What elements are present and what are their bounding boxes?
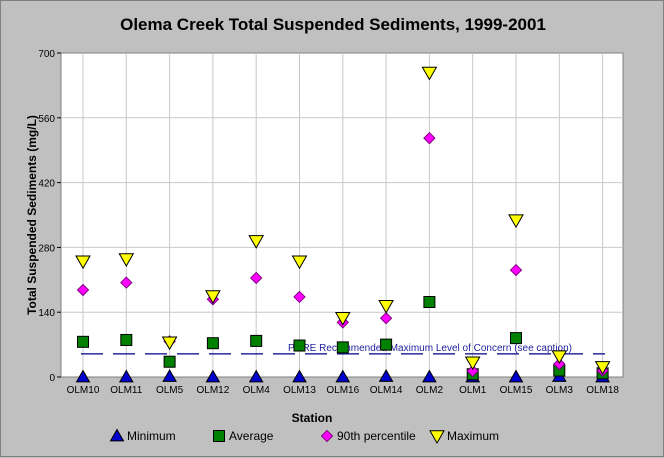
- legend-label-90th-percentile: 90th percentile: [337, 429, 416, 443]
- maximum-point: [291, 255, 308, 270]
- x-tick-label: OLM12: [197, 385, 230, 396]
- minimum-point: [508, 369, 524, 383]
- average-point: [120, 333, 133, 346]
- x-tick-label: OLM3: [546, 385, 574, 396]
- x-tick-label: OLM16: [326, 385, 359, 396]
- legend-label-maximum: Maximum: [447, 429, 499, 443]
- maximum-point: [334, 312, 351, 326]
- y-tick-label: 140: [38, 308, 55, 319]
- grid-lines: [61, 53, 623, 377]
- maximum-point: [118, 253, 135, 267]
- x-tick-label: OLM1: [459, 385, 487, 396]
- average-point: [423, 296, 436, 309]
- minimum-point: [422, 369, 437, 383]
- minimum-point: [162, 369, 177, 382]
- minimum-point: [118, 369, 134, 383]
- chart-title: Olema Creek Total Suspended Sediments, 1…: [120, 15, 546, 34]
- average-point: [510, 332, 522, 345]
- maximum-point: [594, 361, 611, 375]
- maximum-point: [205, 290, 221, 305]
- minimum-point: [205, 369, 221, 383]
- x-tick-label: OLM4: [243, 385, 271, 396]
- average-point: [336, 341, 349, 354]
- y-axis-ticks: 0 140 280 420 560 700: [38, 49, 61, 384]
- minimum-point: [335, 369, 351, 383]
- y-axis-label: Total Suspended Sediments (mg/L): [25, 115, 39, 315]
- minimum-point: [378, 369, 394, 382]
- x-tick-label: OLM15: [500, 385, 533, 396]
- 90th-percentile-point: [76, 283, 90, 297]
- average-point: [380, 338, 393, 351]
- y-tick-label: 700: [38, 49, 55, 60]
- reference-line-group: PORE Recommended Maximum Level of Concer…: [81, 343, 605, 355]
- 90th-percentile-point: [379, 312, 393, 325]
- x-tick-label: OLM10: [67, 385, 100, 396]
- legend-label-minimum: Minimum: [127, 429, 176, 443]
- maximum-point: [161, 336, 178, 351]
- 90th-percentile-point: [249, 271, 263, 285]
- 90th-percentile-point: [466, 364, 479, 378]
- 90th-percentile-point: [120, 276, 133, 289]
- x-axis-ticks: OLM10 OLM11 OLM5 OLM12 OLM4 OLM13 OLM16 OLM14 OL…: [67, 377, 619, 396]
- maximum-point: [551, 350, 568, 365]
- minimum-point: [292, 369, 307, 383]
- 90th-percentile-point: [423, 131, 436, 145]
- y-tick-label: 560: [38, 114, 55, 125]
- data-markers: [75, 66, 611, 383]
- average-point: [77, 335, 89, 348]
- legend-marker-maximum: [429, 430, 445, 445]
- plot-area: [60, 52, 624, 378]
- y-tick-label: 280: [38, 243, 55, 254]
- x-tick-label: OLM13: [283, 385, 316, 396]
- average-point: [250, 334, 263, 347]
- x-tick-label: OLM2: [416, 385, 444, 396]
- x-tick-label: OLM5: [156, 385, 184, 396]
- legend-marker-average: [213, 430, 225, 442]
- minimum-point: [75, 369, 91, 383]
- y-tick-label: 420: [38, 179, 55, 190]
- legend-marker-90th-percentile: [320, 429, 334, 443]
- maximum-point: [508, 214, 524, 229]
- maximum-point: [421, 66, 438, 81]
- maximum-point: [75, 255, 91, 270]
- x-tick-label: OLM18: [586, 385, 619, 396]
- legend: Minimum Average 90th percentile Maximum: [109, 428, 499, 445]
- x-tick-label: OLM14: [370, 385, 403, 396]
- x-axis-label: Station: [292, 411, 333, 425]
- maximum-point: [378, 299, 394, 314]
- 90th-percentile-point: [293, 290, 306, 304]
- legend-label-average: Average: [229, 429, 274, 443]
- legend-marker-minimum: [109, 428, 125, 442]
- y-tick-label: 0: [49, 373, 55, 384]
- average-point: [206, 337, 219, 350]
- 90th-percentile-point: [509, 263, 523, 277]
- average-point: [293, 339, 306, 352]
- average-point: [163, 355, 176, 368]
- maximum-point: [248, 235, 265, 249]
- maximum-point: [464, 356, 481, 371]
- minimum-point: [248, 369, 264, 383]
- reference-line-label: PORE Recommended Maximum Level of Concer…: [288, 343, 572, 354]
- x-tick-label: OLM11: [110, 385, 142, 396]
